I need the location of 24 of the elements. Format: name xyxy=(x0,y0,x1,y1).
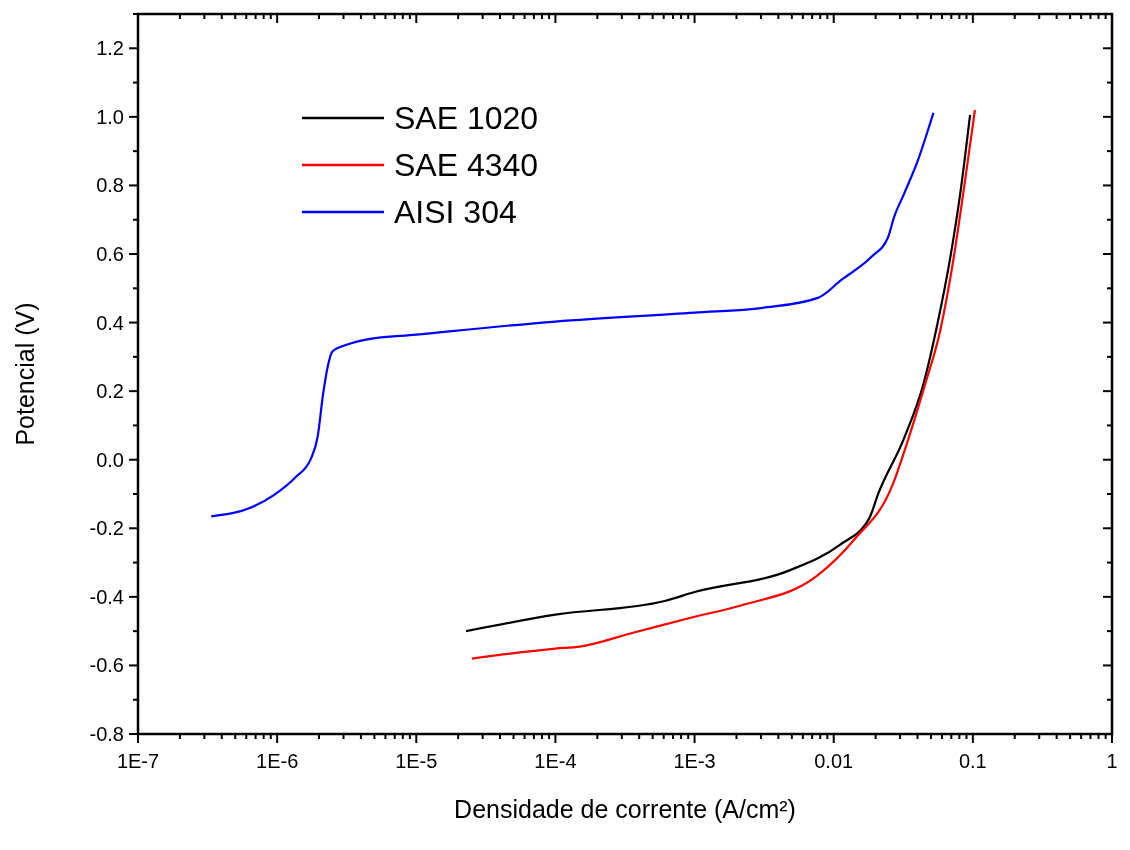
y-tick-label: -0.8 xyxy=(89,723,124,745)
x-tick-label: 0.01 xyxy=(814,750,854,772)
y-tick-label: 0.4 xyxy=(96,311,124,334)
x-tick-label: 1E-5 xyxy=(395,750,438,772)
y-tick-label: -0.4 xyxy=(89,585,124,608)
y-tick-label: 1.2 xyxy=(96,37,124,60)
y-tick-label: 0.8 xyxy=(96,174,124,197)
y-tick-label: 0.0 xyxy=(96,448,124,471)
x-tick-label: 1E-3 xyxy=(673,750,716,772)
y-tick-label: 0.2 xyxy=(96,380,124,403)
legend-label: AISI 304 xyxy=(394,194,517,230)
y-axis-title: Potencial (V) xyxy=(11,302,39,446)
legend-label: SAE 4340 xyxy=(394,147,539,183)
y-tick-label: 0.6 xyxy=(96,243,124,265)
x-tick-label: 1E-7 xyxy=(116,750,160,772)
x-tick-label: 0.1 xyxy=(958,750,987,772)
x-axis-title: Densidade de corrente (A/cm²) xyxy=(454,795,796,823)
y-tick-label: -0.6 xyxy=(89,654,124,677)
y-tick-label: -0.2 xyxy=(89,517,124,540)
legend-label: SAE 1020 xyxy=(394,100,539,136)
x-tick-label: 1 xyxy=(1106,750,1118,772)
x-tick-label: 1E-4 xyxy=(534,750,577,772)
y-tick-label: 1.0 xyxy=(96,105,124,128)
x-tick-label: 1E-6 xyxy=(256,750,299,772)
